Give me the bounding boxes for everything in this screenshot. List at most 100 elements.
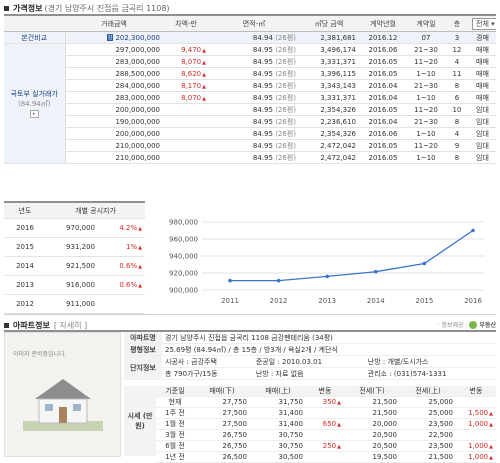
col-day[interactable]: 계약일	[407, 14, 445, 32]
contract-ym: 2016.05	[359, 55, 407, 68]
price-row: 283,000,000 8,070▲ 84.95 (26평) 3,331,371 201…	[4, 55, 496, 68]
compare-label: 본건비교	[4, 31, 66, 44]
area-py: (26평)	[275, 141, 296, 150]
price-table-header: 거래금액 차액-만 면적-㎡ ㎡당 금액 계약년월 계약일 층 전체 ▾	[4, 14, 496, 32]
area-py: (26평)	[275, 93, 296, 102]
change-value: 1,500	[468, 409, 489, 417]
diff-value: 9,470	[181, 45, 202, 54]
contract-day: 21~30	[407, 115, 445, 128]
compare-row: 본건비교 감 202,300,000 84.94 (26평) 2,381,681 …	[4, 31, 496, 44]
contract-ym: 2016.05	[359, 139, 407, 152]
deal-amount: 200,000,000	[65, 127, 163, 140]
name-label: 아파트명	[124, 332, 162, 344]
market-r_chg	[456, 429, 496, 441]
floor: 4	[445, 127, 469, 140]
public-price: 931,200	[46, 237, 98, 257]
market-r_lo: 20,500	[344, 429, 400, 441]
market-price-table: 기준일 매매(下) 매매(上) 변동 전세(下) 전세(上) 변동 현재 27,750 31,7…	[156, 386, 496, 463]
contract-day: 11~20	[407, 139, 445, 152]
public-price-line-chart: 980,000 960,000 940,000 920,000 900,000 2011 2…	[169, 219, 485, 305]
up-arrow-icon: ▲	[337, 444, 341, 450]
market-r_lo: 21,500	[344, 396, 400, 408]
public-price-row: 2014 921,500 0.6%▲	[4, 256, 145, 276]
area-value: 84.95	[252, 105, 273, 114]
deal-type: 경매	[469, 31, 496, 44]
auction-badge: 감	[106, 34, 114, 41]
contract-day: 21~30	[407, 43, 445, 56]
col-ym[interactable]: 계약년월	[359, 14, 407, 32]
area-info-label: 평형정보	[124, 343, 162, 356]
area-py: (26평)	[275, 45, 296, 54]
y-tick-label: 960,000	[169, 236, 198, 244]
type-filter-value: 전체	[476, 19, 489, 28]
market-row: 6월 전 26,750 30,750 250▲ 20,500 23,500 1,000▲	[156, 440, 496, 452]
up-arrow-icon: ▲	[489, 411, 493, 417]
provider-label: · 정보제공 :	[437, 322, 468, 329]
year: 2014	[4, 256, 46, 276]
y-tick-label: 920,000	[169, 270, 198, 278]
floor: 8	[445, 79, 469, 92]
public-price: 916,000	[46, 275, 98, 295]
expand-icon[interactable]: ▸	[29, 109, 39, 118]
market-header: 기준일 매매(下) 매매(上) 변동 전세(下) 전세(上) 변동	[156, 386, 496, 397]
floor: 8	[445, 115, 469, 128]
deal-type: 매매	[469, 91, 496, 104]
market-row: 1월 전 27,500 31,400 650▲ 20,000 23,500 1,000▲	[156, 418, 496, 430]
unit-price: 2,236,610	[299, 115, 359, 128]
deal-type: 임대	[469, 103, 496, 116]
up-arrow-icon: ▲	[202, 83, 206, 90]
deal-type: 매매	[469, 67, 496, 80]
market-r_chg	[456, 396, 496, 408]
market-row: 현재 27,750 31,750 350▲ 21,500 25,000	[156, 396, 496, 408]
contract-day: 11~20	[407, 55, 445, 68]
deal-type: 매매	[469, 79, 496, 92]
office-label: 관리소 :	[367, 369, 392, 378]
col-unit-price[interactable]: ㎡당 금액	[299, 14, 359, 32]
col-amount[interactable]: 거래금액	[65, 14, 163, 32]
contract-day: 11~20	[407, 103, 445, 116]
unit-price: 2,354,326	[299, 103, 359, 116]
chevron-down-icon: ▾	[491, 19, 495, 28]
builder-label: 시공사 :	[165, 357, 189, 366]
price-row: 국토부 실거래가 (84.94㎡) ▸ 297,000,000 9,470▲ 84.95 …	[4, 43, 496, 164]
area-value: 84.95	[252, 93, 273, 102]
floor: 3	[445, 31, 469, 44]
unit-price: 3,331,371	[299, 91, 359, 104]
area-value: 84.95	[252, 153, 273, 162]
diff-value: 8,170	[181, 81, 202, 90]
floor: 4	[445, 55, 469, 68]
deal-type: 매매	[469, 43, 496, 56]
market-s_hi: 30,750	[250, 440, 306, 452]
col-area[interactable]: 면적-㎡	[209, 14, 299, 32]
col-diff[interactable]: 차액-만	[163, 14, 209, 32]
col-floor[interactable]: 층	[445, 14, 469, 32]
market-s_chg: 250▲	[306, 440, 344, 452]
market-s_chg	[306, 407, 344, 419]
x-tick-label: 2016	[464, 297, 482, 305]
section-bullet	[4, 6, 9, 11]
deal-type: 임대	[469, 139, 496, 152]
y-tick-label: 940,000	[169, 253, 198, 261]
market-r_lo: 20,500	[344, 440, 400, 452]
x-tick-label: 2014	[367, 297, 385, 305]
area-py: (26평)	[275, 33, 296, 42]
year: 2015	[4, 237, 46, 257]
detail-link[interactable]: [ 자세히 ]	[53, 321, 88, 330]
market-col-2: 매매(上)	[250, 386, 306, 397]
builder: 금강주택	[191, 357, 217, 366]
change-value: 1,000	[468, 442, 489, 450]
deal-amount: 288,500,000	[65, 67, 163, 80]
type-filter-select[interactable]: 전체 ▾	[472, 17, 496, 30]
public-price-row: 2016 970,000 4.2%▲	[4, 218, 145, 238]
area-value: 84.94	[252, 33, 273, 42]
deal-amount: 297,000,000	[65, 43, 163, 56]
data-point	[471, 228, 475, 233]
diff-value: 8,620	[181, 69, 202, 78]
market-s_lo: 26,750	[194, 429, 250, 441]
deal-amount: 210,000,000	[65, 139, 163, 152]
data-point	[276, 278, 281, 283]
apt-section-title: 아파트정보 [ 자세히 ]	[4, 320, 87, 331]
market-col-3: 변동	[306, 386, 344, 397]
market-r_hi: 25,000	[400, 396, 456, 408]
unit-price: 2,472,042	[299, 151, 359, 164]
